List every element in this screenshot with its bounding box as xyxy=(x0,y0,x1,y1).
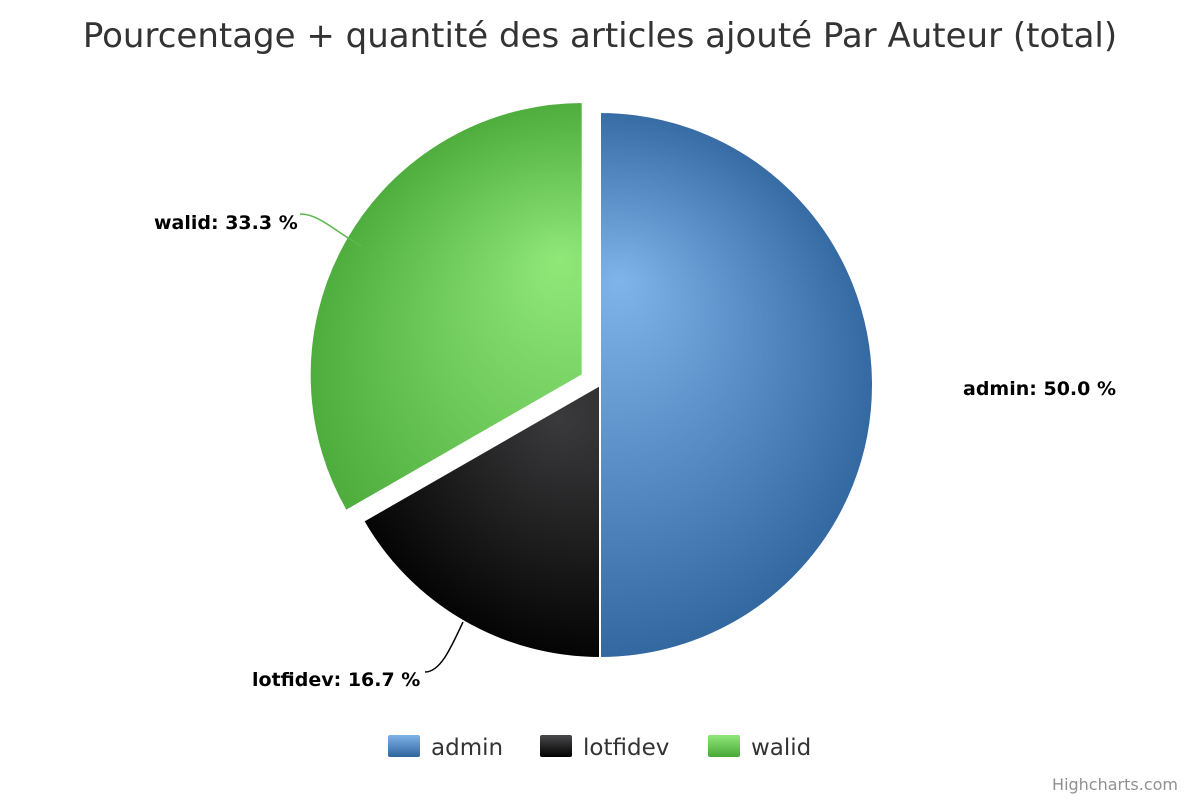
legend-swatch-lotfidev xyxy=(540,735,572,757)
legend-label-lotfidev: lotfidev xyxy=(583,735,669,761)
legend-label-walid: walid xyxy=(751,735,811,761)
pie-slice-admin[interactable] xyxy=(599,110,874,660)
legend-item-lotfidev[interactable]: lotfidev xyxy=(540,735,669,761)
credits-link[interactable]: Highcharts.com xyxy=(1052,775,1178,794)
legend: admin lotfidev walid xyxy=(388,735,811,761)
pie-slices xyxy=(308,100,874,660)
legend-swatch-walid xyxy=(708,735,740,757)
data-label-admin: admin: 50.0 % xyxy=(963,378,1116,400)
label-connectors xyxy=(299,213,464,673)
pie-slice-lotfidev[interactable] xyxy=(361,383,601,660)
connector-walid xyxy=(299,213,363,247)
data-label-walid: walid: 33.3 % xyxy=(154,212,298,234)
legend-swatch-admin xyxy=(388,735,420,757)
connector-lotfidev xyxy=(424,621,464,673)
legend-item-walid[interactable]: walid xyxy=(708,735,811,761)
chart-title: Pourcentage + quantité des articles ajou… xyxy=(83,16,1117,56)
data-labels: admin: 50.0 % lotfidev: 16.7 % walid: 33.3… xyxy=(154,212,1116,691)
legend-item-admin[interactable]: admin xyxy=(388,735,503,761)
pie-slice-walid[interactable] xyxy=(308,100,584,513)
data-label-lotfidev: lotfidev: 16.7 % xyxy=(252,669,420,691)
legend-label-admin: admin xyxy=(431,735,503,761)
